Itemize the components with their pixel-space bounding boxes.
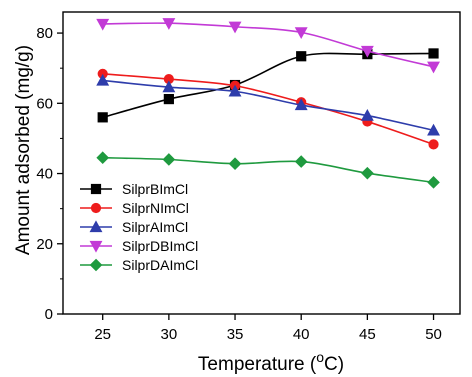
x-tick-label: 30 [161, 326, 178, 343]
x-tick-label: 35 [227, 326, 244, 343]
data-point-silprdbimcl [228, 21, 242, 34]
data-point-silprdbimcl [294, 27, 308, 40]
data-point-silpraimcl [96, 73, 110, 86]
data-point-silpraimcl [294, 98, 308, 111]
y-tick-label: 0 [45, 306, 53, 323]
legend-marker-silprdaimcl [89, 258, 103, 272]
data-point-silprnimcl [428, 139, 439, 150]
x-tick-label: 50 [425, 326, 442, 343]
data-point-silprdbimcl [162, 18, 176, 30]
series-line-silpraimcl [102, 79, 434, 132]
data-point-silprdbimcl [427, 61, 440, 74]
x-axis-title-superscript: o [316, 349, 324, 365]
legend-label-silprnimcl: SilprNImCl [122, 200, 189, 216]
y-tick-label: 20 [36, 236, 53, 253]
x-axis-title-text: Temperature ( [198, 354, 317, 375]
series-line-silprnimcl [102, 73, 434, 146]
data-point-silprdaimcl [96, 151, 110, 165]
x-tick-label: 25 [94, 326, 111, 343]
data-point-silprdaimcl [427, 176, 440, 189]
data-point-silprbimcl [296, 51, 307, 62]
data-point-silprdbimcl [96, 18, 110, 31]
legend-marker-silprdbimcl [89, 240, 103, 253]
series-line-silprdbimcl [102, 22, 434, 68]
legend-label-silprdbimcl: SilprDBImCl [122, 238, 198, 254]
x-tick-label: 45 [359, 326, 376, 343]
data-point-silprbimcl [163, 93, 174, 105]
y-tick-label: 40 [36, 166, 53, 183]
data-point-silprdaimcl [162, 153, 176, 166]
plot-frame [62, 11, 461, 315]
data-point-silpraimcl [228, 84, 242, 97]
y-tick-label: 60 [36, 95, 53, 112]
legend-marker-silpraimcl [89, 220, 103, 233]
legend-marker-silprbimcl [90, 183, 102, 195]
series-line-silprbimcl [102, 52, 434, 119]
y-axis-title: Amount adsorbed (mg/g) [13, 45, 34, 255]
x-tick-label: 40 [293, 326, 310, 343]
legend-label-silprdaimcl: SilprDAImCl [122, 257, 198, 273]
data-point-silprdaimcl [361, 166, 374, 180]
data-point-silprdaimcl [294, 155, 308, 168]
x-axis-title-unit: C) [324, 354, 344, 375]
legend-label-silpraimcl: SilprAImCl [122, 219, 188, 235]
data-point-silprbimcl [97, 112, 108, 123]
data-point-silpraimcl [162, 80, 176, 93]
series-line-silprdaimcl [102, 156, 434, 184]
legend-label-silprbimcl: SilprBImCl [122, 181, 188, 197]
data-point-silpraimcl [427, 123, 440, 136]
x-axis-title: Temperature (oC) [198, 349, 344, 375]
data-point-silprdbimcl [360, 45, 374, 58]
legend-marker-silprnimcl [90, 202, 102, 214]
data-point-silprbimcl [428, 48, 439, 59]
data-point-silpraimcl [360, 108, 374, 121]
y-tick-label: 80 [36, 25, 53, 42]
data-point-silprdaimcl [228, 157, 242, 171]
